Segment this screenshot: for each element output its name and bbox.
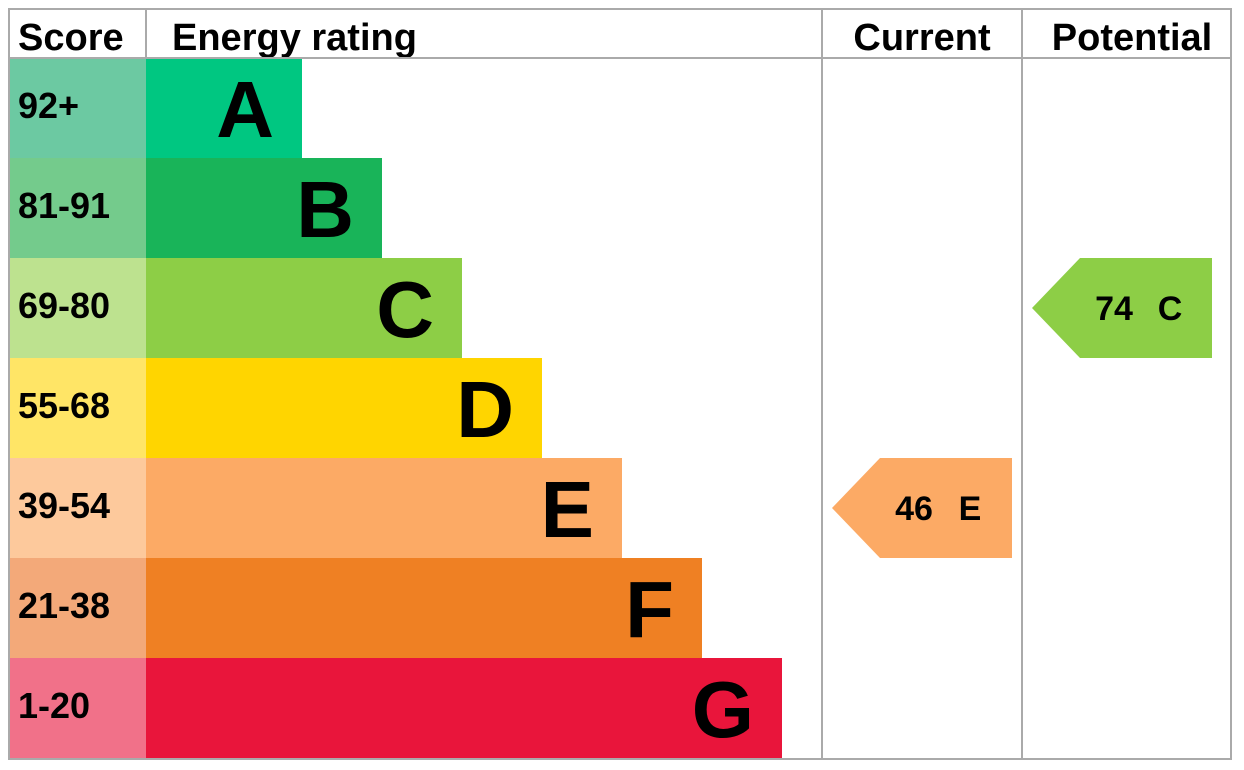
chart-border — [8, 8, 1232, 760]
score-cell-g — [9, 658, 146, 758]
rating-letter-c: C — [376, 265, 434, 354]
energy-rating-header: Energy rating — [172, 17, 417, 59]
rating-bar-d — [146, 358, 542, 458]
rating-bar-a — [146, 58, 302, 158]
rating-letter-g: G — [692, 665, 754, 754]
score-range-c: 69-80 — [18, 285, 110, 326]
score-cell-f — [9, 558, 146, 658]
potential-rating-score: 74 — [1095, 290, 1133, 328]
rating-letter-d: D — [456, 365, 514, 454]
rating-letter-a: A — [216, 65, 274, 154]
rating-bar-e — [146, 458, 622, 558]
rating-bar-f — [146, 558, 702, 658]
potential-rating-arrow — [1032, 258, 1212, 358]
rating-bands: 92+ A 81-91 B 69-80 C 55-68 D 39-54 E 21-38 F 1-20 G — [9, 58, 782, 758]
score-range-e: 39-54 — [18, 485, 110, 526]
score-range-g: 1-20 — [18, 685, 90, 726]
score-cell-a — [9, 58, 146, 158]
current-rating-score: 46 — [895, 490, 933, 528]
score-cell-b — [9, 158, 146, 258]
grid-lines — [8, 8, 1232, 760]
current-header: Current — [853, 17, 991, 59]
rating-letter-e: E — [541, 465, 594, 554]
score-range-a: 92+ — [18, 85, 79, 126]
score-cell-c — [9, 258, 146, 358]
rating-bar-g — [146, 658, 782, 758]
potential-header: Potential — [1052, 17, 1212, 59]
potential-rating-letter: C — [1158, 290, 1183, 328]
rating-bar-b — [146, 158, 382, 258]
current-rating-arrow — [832, 458, 1012, 558]
score-header: Score — [18, 17, 124, 59]
score-cell-d — [9, 358, 146, 458]
rating-letter-b: B — [296, 165, 354, 254]
score-range-d: 55-68 — [18, 385, 110, 426]
score-cell-e — [9, 458, 146, 558]
rating-arrows: 46 E 74 C — [832, 258, 1212, 558]
score-range-b: 81-91 — [18, 185, 110, 226]
rating-letter-f: F — [625, 565, 674, 654]
current-rating-letter: E — [959, 490, 982, 528]
score-range-f: 21-38 — [18, 585, 110, 626]
rating-bar-c — [146, 258, 462, 358]
